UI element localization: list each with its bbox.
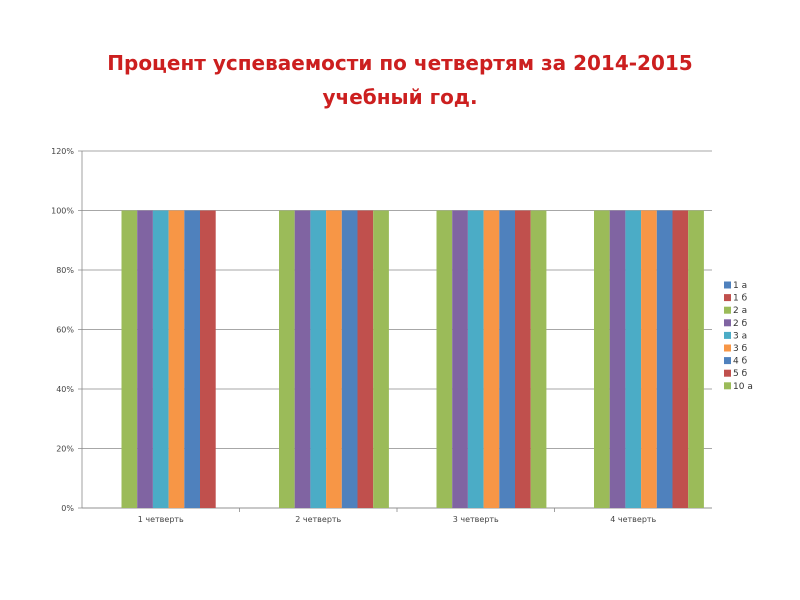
legend-label: 1 б — [733, 294, 748, 304]
bar-1-7 — [184, 210, 200, 508]
legend-swatch — [724, 331, 731, 339]
y-tick-label: 120% — [51, 147, 74, 156]
bar-2-9 — [373, 210, 389, 508]
bar-1-8 — [200, 210, 216, 508]
y-tick-label: 80% — [56, 266, 74, 275]
bar-2-5 — [310, 210, 327, 508]
x-tick-label: 3 четверть — [453, 515, 499, 524]
legend-swatch — [724, 319, 731, 327]
bar-1-3 — [121, 210, 138, 508]
x-tick-label: 2 четверть — [295, 515, 341, 524]
bar-3-9 — [530, 210, 547, 508]
legend-swatch — [724, 369, 731, 377]
legend-label: 5 б — [733, 369, 748, 379]
bar-3-8 — [515, 210, 531, 508]
bar-4-6 — [641, 210, 657, 508]
chart-title: Процент успеваемости по четвертям за 201… — [0, 46, 800, 114]
x-tick-label: 1 четверть — [138, 515, 184, 524]
bar-4-4 — [609, 210, 626, 508]
chart-title-line-1: Процент успеваемости по четвертям за 201… — [107, 51, 693, 75]
bar-4-7 — [656, 210, 673, 508]
legend-swatch — [724, 382, 731, 390]
bar-1-6 — [168, 210, 185, 508]
y-tick-label: 0% — [61, 504, 74, 513]
bar-4-3 — [594, 210, 610, 508]
x-tick-label: 4 четверть — [610, 515, 656, 524]
legend-label: 3 а — [733, 331, 747, 341]
legend-swatch — [724, 294, 731, 302]
bar-3-3 — [436, 210, 453, 508]
bar-2-3 — [279, 210, 295, 508]
bar-2-8 — [357, 210, 374, 508]
legend-label: 3 б — [733, 344, 748, 354]
bar-2-6 — [326, 210, 342, 508]
legend-swatch — [724, 306, 731, 314]
legend-label: 1 а — [733, 281, 747, 291]
legend-label: 10 а — [733, 382, 753, 392]
bar-4-8 — [672, 210, 689, 508]
y-tick-label: 20% — [56, 445, 74, 454]
bar-2-7 — [341, 210, 358, 508]
legend-label: 2 б — [733, 319, 748, 329]
legend-swatch — [724, 357, 731, 365]
chart-title-line-2: учебный год. — [322, 85, 478, 109]
bar-3-4 — [452, 210, 468, 508]
bar-1-5 — [152, 210, 169, 508]
y-tick-label: 40% — [56, 385, 74, 394]
bar-2-4 — [294, 210, 311, 508]
bar-1-4 — [137, 210, 153, 508]
bar-4-5 — [625, 210, 642, 508]
legend-swatch — [724, 281, 731, 289]
legend-label: 2 а — [733, 306, 747, 316]
legend-label: 4 б — [733, 357, 748, 367]
y-tick-label: 100% — [51, 207, 74, 216]
bar-3-7 — [499, 210, 515, 508]
bar-3-5 — [467, 210, 484, 508]
y-tick-label: 60% — [56, 326, 74, 335]
legend-swatch — [724, 344, 731, 352]
bar-3-6 — [483, 210, 500, 508]
bar-4-9 — [688, 210, 704, 508]
